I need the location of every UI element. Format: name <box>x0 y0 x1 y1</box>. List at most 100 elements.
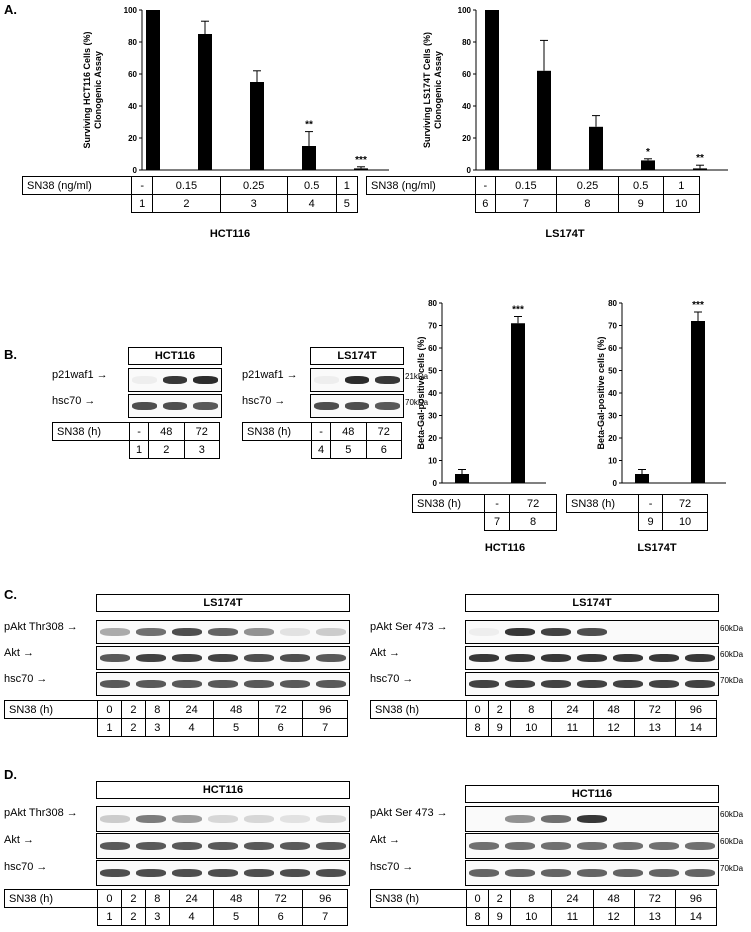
protein-band <box>280 842 310 850</box>
condition-label: SN38 (h) <box>370 889 467 908</box>
y-tick-label: 60 <box>608 344 617 353</box>
protein-band <box>505 815 535 823</box>
condition-cell: - <box>130 176 154 195</box>
protein-band <box>136 815 166 823</box>
ls174t-clonogenic-chart: 0 20 40 60 80 100 Surviving LS174T Cells (%) Cl… <box>422 6 728 175</box>
bar <box>198 34 212 170</box>
protein-band <box>505 628 535 636</box>
blot-title: LS174T <box>96 594 350 612</box>
condition-cell: 0.5 <box>617 176 664 195</box>
protein-band <box>344 402 370 410</box>
protein-band <box>316 680 346 688</box>
lane-number: 1 <box>130 194 154 213</box>
blot-row-label: p21waf1 → <box>242 369 298 381</box>
condition-cell: 8 <box>144 889 170 908</box>
protein-band <box>172 654 202 662</box>
blot-strip <box>128 394 222 418</box>
blot-strip <box>96 620 350 644</box>
condition-cell: 8 <box>510 889 553 908</box>
blank-cell <box>371 908 467 926</box>
blank-cell <box>5 719 98 737</box>
condition-cell: 2 <box>120 889 146 908</box>
bar <box>691 321 705 483</box>
blot-row-label: pAkt Thr308 → <box>4 621 78 633</box>
protein-band <box>100 842 130 850</box>
condition-cell: 0 <box>97 889 122 908</box>
protein-band <box>208 815 238 823</box>
y-tick-label: 0 <box>433 479 438 488</box>
protein-band <box>244 628 274 636</box>
blot-strip <box>96 833 350 859</box>
protein-band <box>136 869 166 877</box>
bar <box>693 168 707 170</box>
condition-cell: - <box>483 494 511 513</box>
protein-band <box>469 869 499 877</box>
protein-band <box>685 680 715 688</box>
condition-label: SN38 (h) <box>370 700 467 719</box>
lane-number: 4 <box>168 718 215 737</box>
bar <box>511 323 525 483</box>
protein-band <box>100 628 130 636</box>
blot-strip <box>465 620 719 644</box>
lane-number: 13 <box>633 718 676 737</box>
condition-cell: 24 <box>168 889 215 908</box>
condition-cell: 0.25 <box>556 176 619 195</box>
blot-strip <box>465 833 719 859</box>
condition-cell: 0.15 <box>494 176 558 195</box>
lane-number: 4 <box>310 440 332 459</box>
protein-band <box>280 869 310 877</box>
blot-title: HCT116 <box>465 785 719 803</box>
protein-band <box>375 376 400 384</box>
y-tick-label: 40 <box>608 389 617 398</box>
condition-cell: 48 <box>592 700 635 719</box>
lane-number: 11 <box>551 718 594 737</box>
y-tick-label: 30 <box>608 412 617 421</box>
blot-row-label: hsc70 → <box>370 861 414 873</box>
protein-band <box>136 842 166 850</box>
condition-cell: 72 <box>633 889 676 908</box>
condition-cell: 72 <box>183 422 221 441</box>
ls174t-condition-table: SN38 (ng/ml) - 0.15 0.25 0.5 1 6 7 8 9 1… <box>366 176 701 213</box>
protein-band <box>100 680 130 688</box>
bar <box>641 160 655 170</box>
blot-strip <box>96 646 350 670</box>
condition-cell: - <box>637 494 664 513</box>
lane-number: 3 <box>219 194 288 213</box>
y-tick-label: 10 <box>608 457 617 466</box>
protein-band <box>577 815 607 823</box>
y-tick-label: 70 <box>608 322 617 331</box>
protein-band <box>314 376 339 384</box>
protein-band <box>541 680 571 688</box>
y-tick-label: 60 <box>462 70 471 79</box>
lane-number: 9 <box>617 194 664 213</box>
condition-cell: 48 <box>213 889 259 908</box>
condition-cell: 8 <box>510 700 553 719</box>
condition-cell: 72 <box>662 494 708 513</box>
condition-cell: 72 <box>257 700 304 719</box>
lane-number: 7 <box>483 512 511 531</box>
blot-row-label: p21waf1 → <box>52 369 108 381</box>
y-tick-label: 30 <box>428 412 437 421</box>
protein-band <box>344 376 370 384</box>
y-tick-label: 20 <box>608 434 617 443</box>
kda-label: 70kDa <box>405 398 429 407</box>
bar <box>455 474 469 483</box>
protein-band <box>280 628 310 636</box>
condition-cell: 96 <box>674 889 718 908</box>
protein-band <box>172 680 202 688</box>
y-tick-label: 40 <box>462 102 471 111</box>
lane-number: 14 <box>674 718 718 737</box>
lane-number: 2 <box>148 440 185 459</box>
protein-band <box>244 869 274 877</box>
blot-title: LS174T <box>310 347 404 365</box>
blot-strip <box>465 860 719 886</box>
ls174t-betagal-chart: 0 10 20 30 40 50 60 70 80 Beta-Gal-positive cells… <box>596 299 726 488</box>
condition-cell: - <box>310 422 332 441</box>
protein-band <box>162 376 188 384</box>
protein-band <box>577 628 607 636</box>
blot-row-label: Akt → <box>370 834 400 846</box>
protein-band <box>541 842 571 850</box>
lane-number: 10 <box>662 512 708 531</box>
protein-band <box>244 654 274 662</box>
y-axis-label: Surviving HCT116 Cells (%) <box>82 31 92 148</box>
